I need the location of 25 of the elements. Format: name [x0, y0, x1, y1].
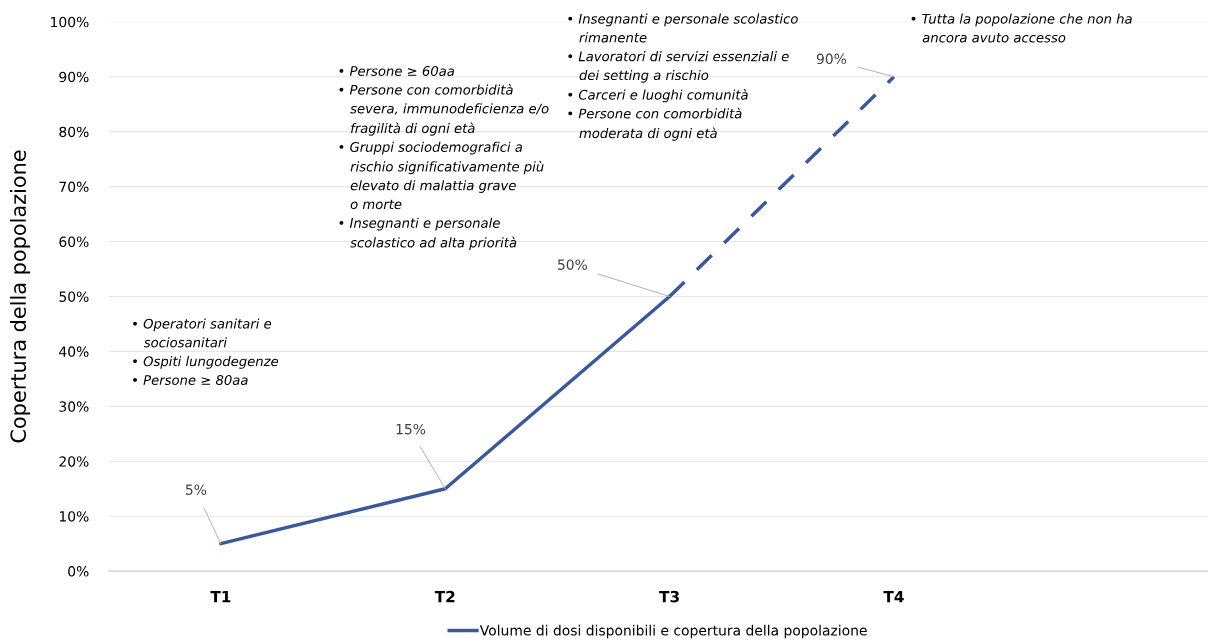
data-label: 90%: [816, 53, 847, 65]
y-tick-label: 80%: [59, 126, 89, 138]
y-tick-label: 90%: [59, 71, 89, 83]
x-tick-label: T2: [434, 590, 455, 603]
text: • Persone ≥ 60aa • Persone con comorbidità severa, immunodeficienza e/o fragilità di ogni età • Gruppi sociodemografici a rischio significativamente più elevato di malattia grave o morte • Insegnanti e personale scolastico ad alta priorità: [339, 65, 549, 251]
annotation: • Insegnanti e personale scolastico rimanente • Lavoratori di servizi essenziali e dei setting a rischio • Carceri e luoghi comunità • Persone con comorbidità moderata di ogni età: [568, 13, 798, 141]
data-label: 15%: [396, 423, 426, 435]
y-tick-label: 30%: [59, 401, 89, 412]
y-tick-label: 20%: [59, 456, 89, 467]
x-tick-label: T4: [883, 591, 904, 603]
legend-label: Volume di dosi disponibili e copertura della popolazione: [479, 624, 867, 639]
annotation: • Operatori sanitari e sociosanitari • Ospiti lungodegenze • Persone ≥ 80aa: [133, 318, 279, 385]
data-label: 5%: [185, 484, 207, 495]
y-tick-label: 60%: [59, 236, 89, 247]
y-tick-label: 40%: [59, 346, 89, 357]
y-tick-label: 10%: [59, 511, 89, 522]
y-tick-label: 100%: [51, 16, 89, 28]
data-label: 50%: [557, 259, 588, 270]
y-tick-label: 0%: [68, 566, 89, 577]
x-tick-label: T1: [210, 591, 231, 603]
y-tick-label: 70%: [59, 181, 89, 193]
x-tick-label: T3: [659, 590, 679, 603]
y-axis-title: Copertura della popolazione: [9, 150, 31, 443]
annotation: • Tutta la popolazione che non ha ancora avuto accesso: [911, 13, 1132, 43]
y-tick-label: 50%: [59, 291, 89, 302]
